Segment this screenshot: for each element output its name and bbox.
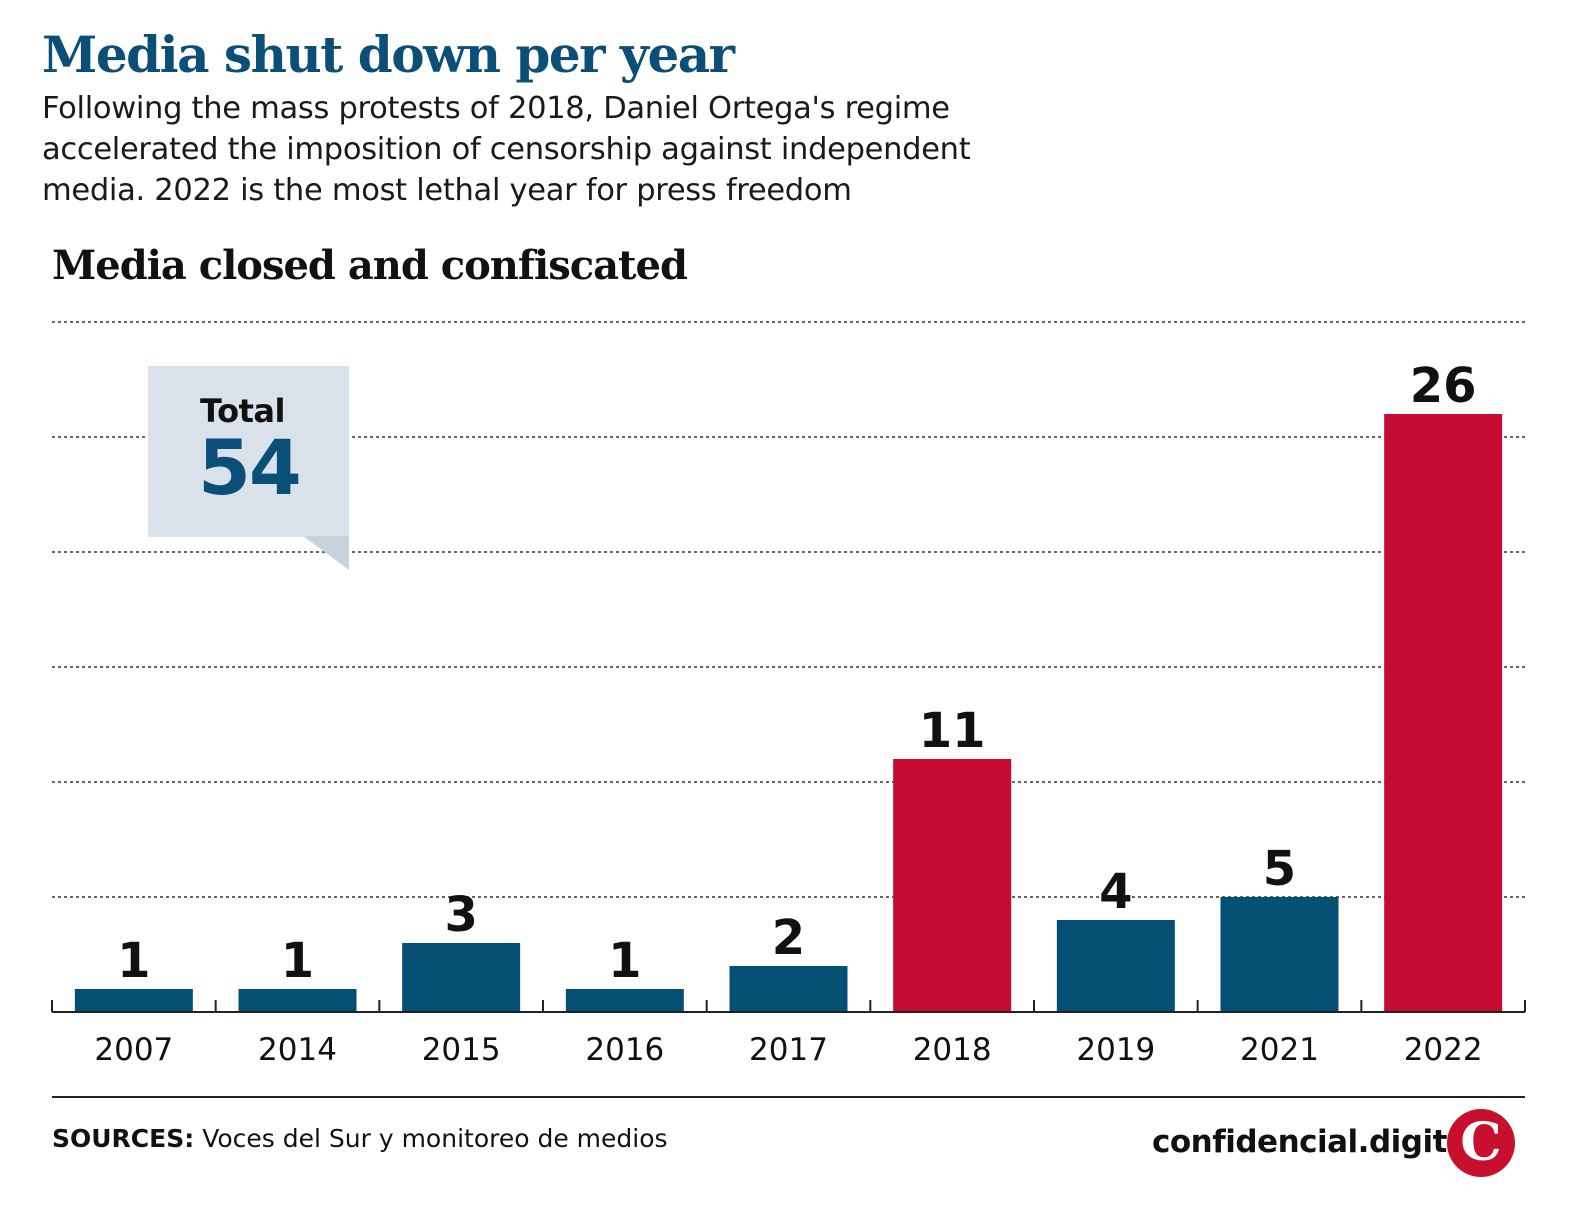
chart-title: Media closed and confiscated [52, 242, 688, 289]
bar-2021 [1220, 897, 1339, 1012]
value-label-2016: 1 [608, 933, 641, 989]
bar-2015 [402, 943, 521, 1012]
value-label-2021: 5 [1263, 841, 1296, 897]
footer-divider [52, 1096, 1525, 1098]
category-label-2016: 2016 [585, 1032, 664, 1068]
category-label-2015: 2015 [422, 1032, 501, 1068]
value-label-2022: 26 [1410, 358, 1477, 414]
total-label: Total [200, 392, 285, 430]
value-label-2007: 1 [117, 933, 150, 989]
value-label-2015: 3 [444, 887, 477, 943]
bar-2016 [565, 989, 684, 1012]
brand-name: confidencial.digital [1152, 1124, 1478, 1160]
confidencial-logo: C [1447, 1109, 1515, 1177]
bar-2007 [74, 989, 193, 1012]
value-label-2018: 11 [919, 703, 986, 759]
logo-letter: C [1460, 1112, 1502, 1173]
value-label-2017: 2 [772, 910, 805, 966]
category-label-2018: 2018 [913, 1032, 992, 1068]
category-label-2021: 2021 [1240, 1032, 1319, 1068]
value-label-2019: 4 [1099, 864, 1132, 920]
total-callout: Total 54 [148, 366, 349, 537]
category-label-2014: 2014 [258, 1032, 337, 1068]
page-subtitle: Following the mass protests of 2018, Dan… [42, 91, 971, 208]
category-label-2022: 2022 [1404, 1032, 1483, 1068]
total-value: 54 [198, 423, 302, 512]
value-label-2014: 1 [281, 933, 314, 989]
bar-2017 [729, 966, 848, 1012]
page-title: Media shut down per year [42, 25, 735, 84]
sources-label: SOURCES: [52, 1124, 195, 1153]
bar-2022 [1384, 414, 1503, 1012]
callout-pointer [303, 536, 349, 570]
category-label-2019: 2019 [1076, 1032, 1155, 1068]
sources-note: SOURCES: Voces del Sur y monitoreo de me… [52, 1124, 668, 1153]
sources-text: Voces del Sur y monitoreo de medios [202, 1124, 668, 1153]
bar-2014 [238, 989, 357, 1012]
bar-2018 [893, 759, 1012, 1012]
bar-2019 [1056, 920, 1175, 1012]
category-label-2017: 2017 [749, 1032, 828, 1068]
category-label-2007: 2007 [94, 1032, 173, 1068]
